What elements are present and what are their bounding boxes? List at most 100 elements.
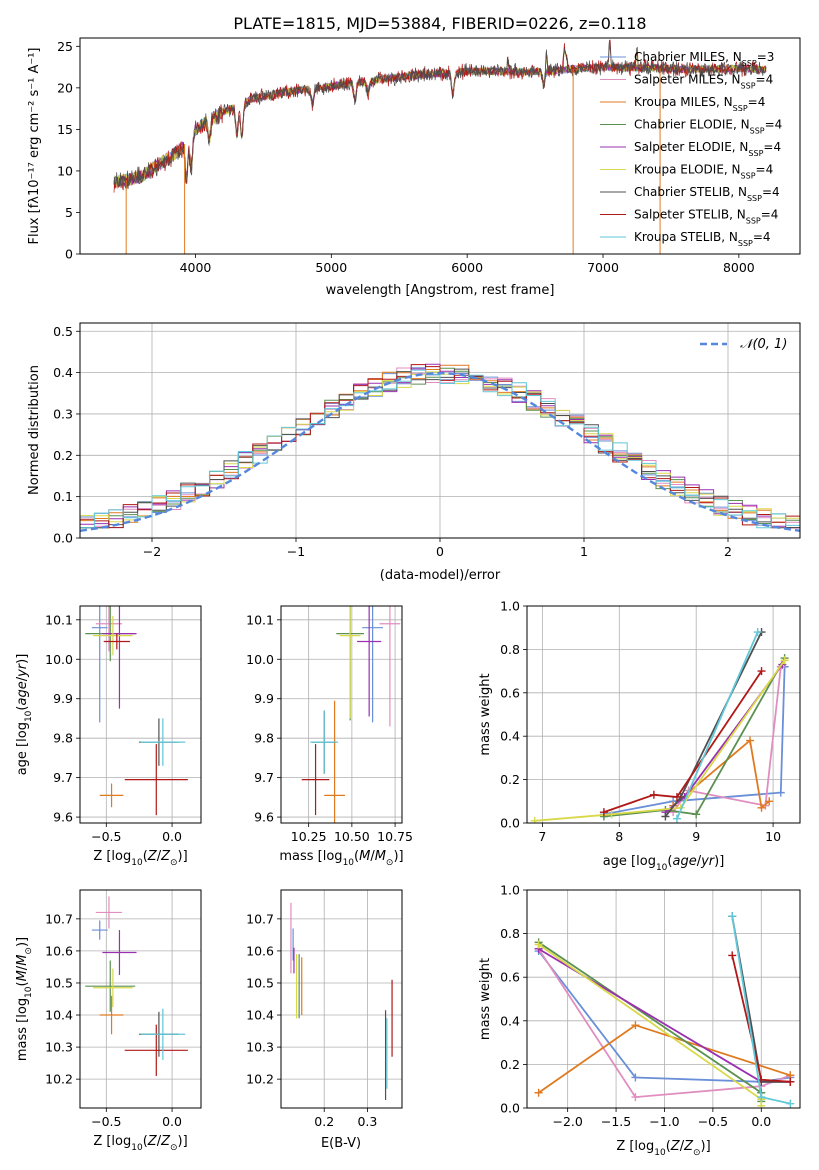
weight-z-ytick-label: 0.8 [500,926,520,941]
hist-axes: −2 −1 0 1 2 0.0 0.1 0.2 0.3 0.4 0.5 [53,322,801,559]
hist-xlabel: (data-model)/error [380,568,501,583]
legend-sub: SSP [741,81,756,90]
hist-ytick-label: 0.3 [53,406,73,421]
gaussian-curve [80,371,800,532]
weight-age-ytick-label: 0.0 [500,816,520,831]
legend-text: =4 [756,163,774,177]
label-part: 10 [24,710,34,722]
legend-entry: Salpeter ELODIE, NSSP=4 [634,140,781,158]
weight-z-xtick-label: −0.5 [698,1114,728,1129]
mass-z-ytick-label: 10.7 [45,911,73,926]
weight-z-series-line [538,943,763,1106]
label-part: Z [147,1134,158,1149]
weight-z-marker [757,1093,766,1102]
age-z-xtick-label: 0.0 [162,829,182,844]
age-mass-xtick-label: 10.75 [377,829,413,844]
legend-entry: Kroupa MILES, NSSP=4 [634,95,765,113]
hist-ylabel: Normed distribution [27,365,42,495]
spectrum-ylabel: Flux [fλ10⁻¹⁷ erg cm⁻² s⁻¹ A⁻¹] [27,48,42,245]
mass-ebv-xtick-label: 0.3 [357,1114,377,1129]
age-z-ytick-label: 9.7 [53,770,73,785]
label-part: 10 [131,1143,143,1153]
legend-sub: SSP [733,104,748,113]
weight-age-xtick-label: 8 [615,829,623,844]
age-mass-frame [280,605,403,824]
label-part: 10 [654,1148,666,1158]
weight-z-xtick-label: −1.5 [601,1114,631,1129]
age-z-frame [79,605,202,824]
age-mass-xtick-label: 10.50 [334,829,370,844]
weight-age-marker [530,816,539,823]
weight-age-marker [692,810,701,819]
hist-xtick-label: −2 [143,544,161,559]
hist-step-kroupa-stelib [80,369,800,529]
weight-z-marker [757,1101,766,1108]
label-part: Z [147,849,158,864]
legend-text: =4 [761,208,779,222]
mass-z-ytick-label: 10.4 [45,1008,73,1023]
age-z-axes: −0.5 0.0 9.6 9.7 9.8 9.9 10.0 10.1 [45,605,202,844]
spectrum-ytick-label: 15 [57,122,73,137]
weight-z-ytick-label: 0.0 [500,1101,520,1116]
weight-z-axes: −2.0 −1.5 −1.0 −0.5 0.0 0.0 0.2 0.4 0.6 0.8 1.0 [500,883,801,1129]
weight-age-marker [776,788,785,797]
label-part: / [680,1139,685,1154]
legend-text: Kroupa STELIB, N [634,230,738,244]
weight-age-xtick-label: 10 [765,829,781,844]
weight-age-ytick-label: 0.4 [500,729,520,744]
mass-z-ytick-label: 10.5 [45,975,73,990]
label-part: yr [700,854,716,869]
mass-ebv-axes-plot [281,890,402,1108]
label-part: )] [701,1139,711,1154]
legend-text: Chabrier ELODIE, N [634,118,750,132]
legend-text: Salpeter STELIB, N [634,208,746,222]
age-mass-ytick-label: 9.9 [254,691,274,706]
legend-entry: Chabrier MILES, NSSP=3 [634,50,774,68]
legend-entry: Chabrier ELODIE, NSSP=4 [634,118,782,136]
spectrum-xtick-label: 8000 [723,260,755,275]
hist-ytick-label: 0.4 [53,365,73,380]
legend-entry: Kroupa ELODIE, NSSP=4 [634,163,773,181]
label-part: ( [354,849,359,864]
weight-age-series-line [603,666,786,816]
label-part: M [359,849,370,864]
weight-age-xlabel: age [log10(age/yr)] [603,854,725,873]
legend-sub: SSP [748,149,763,158]
age-z-ytick-label: 10.0 [45,652,73,667]
mass-ebv-ytick-label: 10.6 [246,943,274,958]
legend-entry: Salpeter MILES, NSSP=4 [634,73,773,91]
weight-z-marker [631,1021,640,1030]
mass-z-xtick-label: −0.5 [91,1114,121,1129]
label-part: / [697,854,702,869]
legend-text: =4 [765,118,783,132]
weight-age-series-line [664,664,784,813]
spectrum-ytick-label: 0 [65,247,73,262]
legend-text: Kroupa MILES, N [634,95,733,109]
spectrum-xlabel: wavelength [Angstrom, rest frame] [326,283,555,298]
label-part: )] [15,937,30,947]
mass-ebv-xtick-label: 0.2 [314,1114,334,1129]
label-part: 10 [24,986,34,998]
weight-z-xtick-label: 0.0 [751,1114,771,1129]
weight-z-ytick-label: 0.4 [500,1013,520,1028]
label-part: Z [log [93,1134,131,1149]
age-z-ytick-label: 9.6 [53,810,73,825]
legend-text: Chabrier STELIB, N [634,185,747,199]
label-part: ⊙ [693,1148,701,1158]
weight-age-marker [780,656,789,665]
legend-sub: SSP [742,59,757,68]
label-part: / [370,849,375,864]
label-part: age [log [603,854,656,869]
label-part: ⊙ [24,947,34,955]
weight-z-ylabel: mass weight [478,958,493,1040]
label-part: Z [160,849,171,864]
age-mass-ytick-label: 10.1 [246,612,274,627]
weight-age-series-line [672,666,782,813]
label-part: / [157,1134,162,1149]
age-z-ytick-label: 9.8 [53,731,73,746]
mass-ebv-axes: 0.2 0.3 10.2 10.3 10.4 10.5 10.6 10.7 [246,889,403,1129]
label-part: )] [178,849,188,864]
figure-title: PLATE=1815, MJD=53884, FIBERID=0226, z=0… [233,14,646,33]
label-part: M [15,970,30,981]
label-part: / [15,676,30,681]
